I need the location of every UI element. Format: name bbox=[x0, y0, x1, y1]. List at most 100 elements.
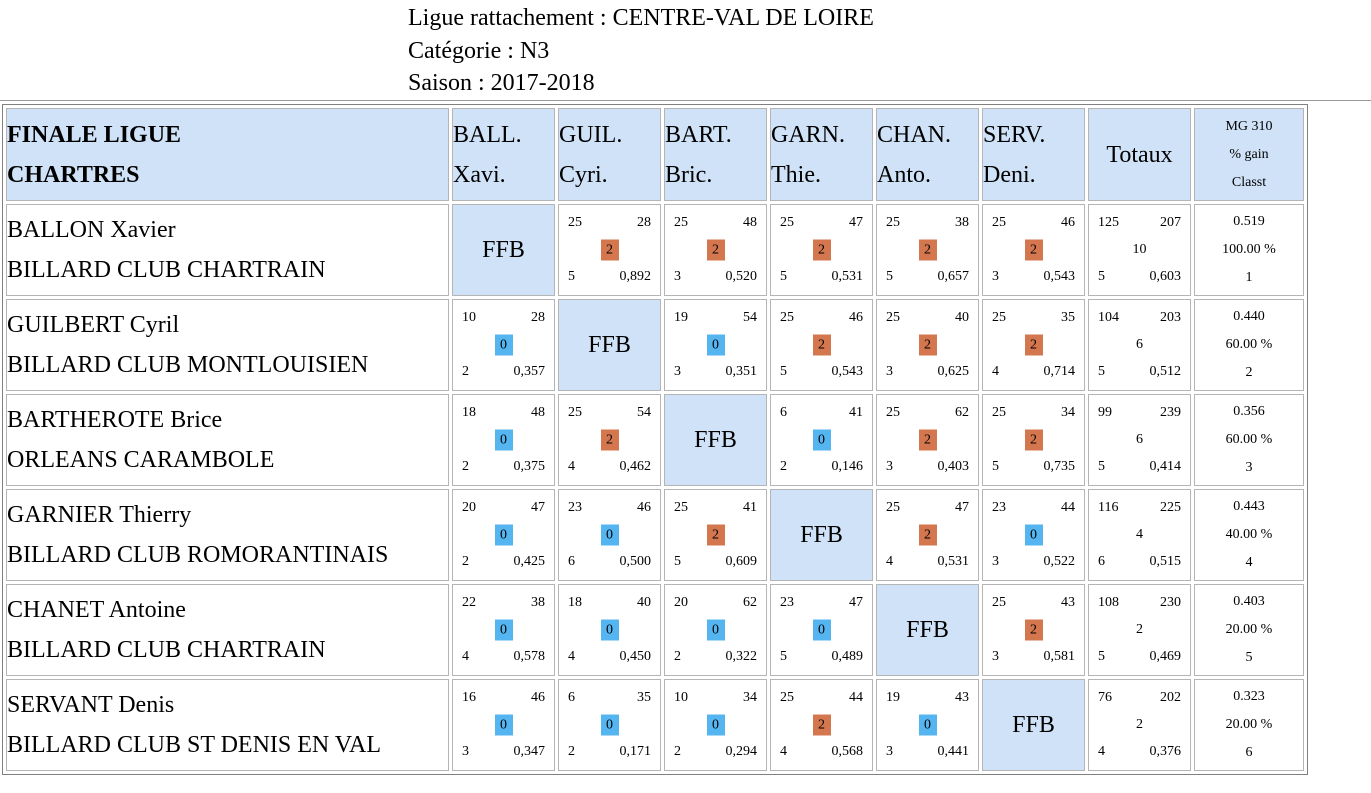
match-cell-content: 25 40 2 3 0,625 bbox=[877, 300, 978, 390]
match-average: 0,543 bbox=[831, 364, 864, 379]
player-cell: BARTHEROTE Brice ORLEANS CARAMBOLE bbox=[6, 394, 449, 486]
player-cell: GARNIER Thierry BILLARD CLUB ROMORANTINAI… bbox=[6, 489, 449, 581]
match-cell-content: 20 62 0 2 0,322 bbox=[665, 585, 766, 675]
player-club: BILLARD CLUB CHARTRAIN bbox=[7, 637, 326, 663]
loss-badge: 0 bbox=[600, 524, 619, 546]
match-cell: 10 28 0 2 0,357 bbox=[452, 299, 555, 391]
win-badge: 2 bbox=[918, 239, 937, 261]
match-cell-content: 23 46 0 6 0,500 bbox=[559, 490, 660, 580]
match-points: 18 bbox=[462, 405, 476, 420]
total-reprises: 6 bbox=[1098, 554, 1105, 569]
match-cell: 23 44 0 3 0,522 bbox=[982, 489, 1085, 581]
total-average: 0,512 bbox=[1149, 364, 1182, 379]
match-reprises: 3 bbox=[992, 554, 999, 569]
mg-value: 0.519 bbox=[1233, 214, 1265, 229]
total-match-points: 2 bbox=[1136, 717, 1143, 732]
match-of: 41 bbox=[743, 500, 757, 515]
mg-value: 0.323 bbox=[1233, 689, 1265, 704]
loss-badge: 0 bbox=[918, 714, 937, 736]
match-cell: 19 43 0 3 0,441 bbox=[876, 679, 979, 771]
rank: 1 bbox=[1245, 270, 1253, 285]
match-points: 25 bbox=[886, 405, 900, 420]
column-header-abbr: SERV. bbox=[983, 121, 1046, 148]
win-badge: 2 bbox=[1024, 239, 1043, 261]
loss-badge: 0 bbox=[494, 524, 513, 546]
match-average: 0,146 bbox=[831, 459, 864, 474]
match-of: 62 bbox=[955, 405, 969, 420]
column-header-abbr: GARN. bbox=[771, 121, 846, 148]
rank: 4 bbox=[1245, 555, 1253, 570]
match-points: 23 bbox=[568, 500, 582, 515]
match-points: 25 bbox=[568, 405, 582, 420]
match-cell: 6 41 0 2 0,146 bbox=[770, 394, 873, 486]
total-reprises: 5 bbox=[1098, 649, 1105, 664]
match-reprises: 5 bbox=[780, 269, 787, 284]
total-average: 0,515 bbox=[1149, 554, 1182, 569]
match-reprises: 5 bbox=[780, 364, 787, 379]
column-header-abbr: CHAN. bbox=[877, 121, 952, 148]
match-cell: 25 34 2 5 0,735 bbox=[982, 394, 1085, 486]
mg-cell: 0.323 20.00 % 6 bbox=[1194, 679, 1304, 771]
mg-cell: 0.356 60.00 % 3 bbox=[1194, 394, 1304, 486]
total-reprises: 4 bbox=[1098, 744, 1105, 759]
total-reprises: 5 bbox=[1098, 364, 1105, 379]
match-reprises: 4 bbox=[462, 649, 469, 664]
match-average: 0,520 bbox=[725, 269, 758, 284]
match-cell: 25 44 2 4 0,568 bbox=[770, 679, 873, 771]
match-of: 54 bbox=[743, 310, 757, 325]
match-points: 6 bbox=[568, 690, 575, 705]
match-points: 23 bbox=[992, 500, 1006, 515]
match-cell-content: 25 47 2 4 0,531 bbox=[877, 490, 978, 580]
title-line1: FINALE LIGUE bbox=[7, 121, 182, 148]
player-name: GUILBERT Cyril bbox=[7, 312, 180, 338]
gain-percent: 20.00 % bbox=[1225, 622, 1273, 637]
ffb-cell: FFB bbox=[876, 584, 979, 676]
match-points: 23 bbox=[780, 595, 794, 610]
match-reprises: 3 bbox=[886, 744, 893, 759]
match-of: 47 bbox=[849, 595, 863, 610]
column-header: BALL. Xavi. bbox=[452, 108, 555, 201]
player-name: CHANET Antoine bbox=[7, 597, 186, 623]
mg-cell: 0.403 20.00 % 5 bbox=[1194, 584, 1304, 676]
column-header-first: Cyri. bbox=[559, 161, 608, 188]
ligue-line: Ligue rattachement : CENTRE-VAL DE LOIRE bbox=[408, 5, 874, 31]
gain-percent: 20.00 % bbox=[1225, 717, 1273, 732]
match-average: 0,375 bbox=[513, 459, 546, 474]
gain-label: % gain bbox=[1229, 146, 1269, 162]
match-average: 0,531 bbox=[937, 554, 970, 569]
totals-cell-content: 99 239 6 5 0,414 bbox=[1089, 395, 1190, 485]
totals-cell: 104 203 6 5 0,512 bbox=[1088, 299, 1191, 391]
match-cell-content: 23 47 0 5 0,489 bbox=[771, 585, 872, 675]
column-header-abbr: BART. bbox=[665, 121, 732, 148]
player-club: ORLEANS CARAMBOLE bbox=[7, 447, 275, 473]
categorie-line: Catégorie : N3 bbox=[408, 37, 550, 64]
total-average: 0,603 bbox=[1149, 269, 1182, 284]
match-points: 25 bbox=[780, 215, 794, 230]
match-cell-content: 25 35 2 4 0,714 bbox=[983, 300, 1084, 390]
player-cell: GUILBERT Cyril BILLARD CLUB MONTLOUISIEN bbox=[6, 299, 449, 391]
match-reprises: 4 bbox=[886, 554, 893, 569]
totals-cell-content: 76 202 2 4 0,376 bbox=[1089, 680, 1190, 770]
player-name: GARNIER Thierry bbox=[7, 502, 192, 528]
total-match-points: 10 bbox=[1132, 242, 1147, 257]
win-badge: 2 bbox=[812, 334, 831, 356]
match-cell: 25 47 2 5 0,531 bbox=[770, 204, 873, 296]
player-cell: BALLON Xavier BILLARD CLUB CHARTRAIN bbox=[6, 204, 449, 296]
match-cell: 25 43 2 3 0,581 bbox=[982, 584, 1085, 676]
totals-cell: 116 225 4 6 0,515 bbox=[1088, 489, 1191, 581]
match-average: 0,294 bbox=[725, 744, 758, 759]
match-cell-content: 25 28 2 5 0,892 bbox=[559, 205, 660, 295]
match-cell-content: 25 38 2 5 0,657 bbox=[877, 205, 978, 295]
match-cell: 25 48 2 3 0,520 bbox=[664, 204, 767, 296]
column-header-first: Anto. bbox=[877, 161, 931, 188]
loss-badge: 0 bbox=[706, 619, 725, 641]
match-average: 0,489 bbox=[831, 649, 864, 664]
match-cell-content: 25 54 2 4 0,462 bbox=[559, 395, 660, 485]
match-of: 54 bbox=[637, 405, 651, 420]
match-cell: 16 46 0 3 0,347 bbox=[452, 679, 555, 771]
match-cell: 25 41 2 5 0,609 bbox=[664, 489, 767, 581]
match-reprises: 3 bbox=[992, 649, 999, 664]
match-cell-content: 20 47 0 2 0,425 bbox=[453, 490, 554, 580]
match-points: 25 bbox=[886, 310, 900, 325]
match-cell-content: 22 38 0 4 0,578 bbox=[453, 585, 554, 675]
